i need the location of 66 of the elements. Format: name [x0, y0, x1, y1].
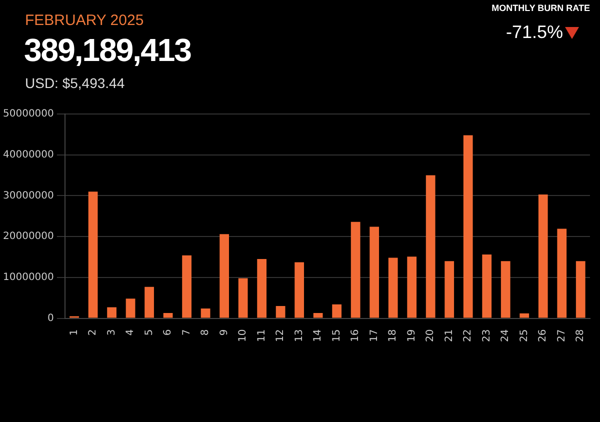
bar	[482, 254, 492, 318]
bar	[370, 226, 380, 318]
bar	[557, 228, 567, 318]
bar	[88, 192, 98, 318]
x-tick-label: 24	[500, 329, 512, 342]
bar	[350, 222, 360, 318]
bar	[238, 278, 248, 318]
x-tick-label: 14	[312, 329, 324, 342]
x-tick-label: 2	[88, 329, 99, 336]
y-tick-label: 0	[48, 312, 54, 324]
bar	[576, 261, 586, 318]
x-tick-label: 13	[294, 329, 305, 342]
bar	[332, 304, 342, 318]
x-tick-label: 15	[331, 329, 342, 342]
x-tick-label: 23	[481, 329, 492, 342]
bar	[520, 313, 530, 318]
bar	[388, 258, 398, 318]
x-tick-label: 10	[238, 329, 249, 342]
bar	[294, 262, 304, 318]
x-tick-label: 28	[575, 329, 586, 342]
bar	[182, 255, 192, 318]
x-tick-label: 6	[162, 329, 174, 336]
x-tick-label: 20	[425, 329, 436, 342]
x-tick-label: 26	[538, 329, 549, 342]
x-tick-label: 3	[106, 329, 118, 336]
y-tick-label: 50000000	[2, 108, 54, 120]
bar	[126, 298, 136, 318]
text: MONTHLY BURN RATE	[492, 3, 590, 13]
x-tick-label: 12	[275, 329, 286, 342]
bar	[463, 135, 473, 318]
bar	[257, 259, 266, 318]
x-tick-label: 11	[256, 329, 268, 342]
x-tick-label: 18	[388, 329, 399, 342]
bar	[426, 175, 436, 318]
y-tick-label: 20000000	[2, 231, 54, 242]
bar	[538, 194, 548, 318]
bar	[163, 312, 173, 318]
bar	[200, 308, 210, 318]
bar	[444, 261, 454, 318]
x-tick-label: 19	[406, 329, 418, 342]
y-tick-label: 10000000	[2, 272, 54, 284]
bar	[220, 234, 229, 318]
y-tick-label: 40000000	[2, 149, 54, 160]
x-tick-label: 25	[518, 329, 530, 342]
bar	[407, 256, 417, 318]
chart-subtitle: 389,189,413	[24, 32, 191, 69]
x-tick-label: 7	[181, 329, 192, 336]
chart-title: FEBRUARY 2025	[25, 12, 144, 29]
bar	[276, 306, 286, 318]
x-tick-label: 27	[556, 329, 568, 342]
bar	[313, 312, 323, 318]
bar	[500, 261, 510, 318]
x-tick-label: 17	[368, 329, 380, 342]
y-tick-label: 30000000	[2, 190, 54, 202]
x-tick-label: 9	[218, 329, 230, 336]
bar	[144, 286, 154, 318]
text: -71.5%	[506, 22, 563, 43]
x-tick-label: 8	[200, 329, 212, 336]
text: USD: $5,493.44	[25, 75, 125, 91]
x-tick-label: 1	[68, 329, 80, 336]
x-tick-label: 4	[125, 329, 136, 336]
x-tick-label: 22	[462, 329, 474, 342]
x-tick-label: 5	[144, 329, 155, 336]
x-tick-label: 21	[444, 329, 455, 342]
bar	[107, 307, 116, 318]
x-tick-label: 16	[350, 329, 362, 342]
